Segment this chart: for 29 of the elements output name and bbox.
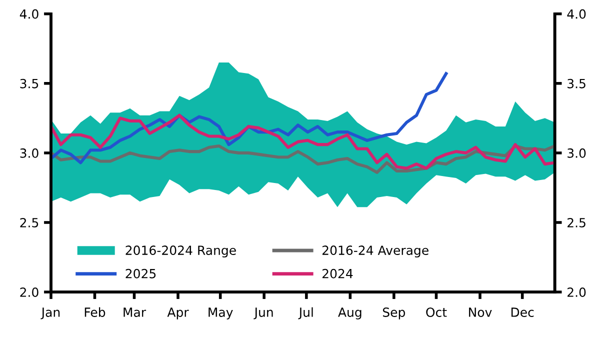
y-tick-label: 3.0 bbox=[20, 148, 38, 158]
y-tick-label: 3.5 bbox=[20, 78, 38, 88]
x-tick-label: Mar bbox=[124, 308, 146, 317]
y2-tick-label: 3.0 bbox=[568, 148, 586, 158]
y2-tick-label: 2.0 bbox=[568, 287, 586, 297]
x-tick-label: Oct bbox=[426, 308, 447, 317]
y2-tick-label: 3.5 bbox=[568, 78, 586, 88]
x-tick-label: Jan bbox=[40, 308, 60, 320]
x-tick-label: May bbox=[208, 308, 233, 320]
x-tick-label: Jul bbox=[298, 307, 313, 320]
y-tick-label: 4.0 bbox=[20, 9, 38, 19]
y2-tick-label: 4.0 bbox=[567, 9, 586, 19]
legend-label: 2024 bbox=[322, 268, 353, 278]
x-tick-label: Feb bbox=[84, 307, 106, 317]
y-tick-label: 2.0 bbox=[20, 287, 38, 297]
line-series bbox=[50, 114, 555, 170]
line-series bbox=[50, 144, 555, 174]
x-tick-label: Dec bbox=[511, 308, 534, 317]
line-series bbox=[50, 72, 448, 164]
legend-label: 2016-2024 Range bbox=[126, 246, 236, 258]
y2-tick-label: 2.5 bbox=[568, 218, 586, 228]
x-tick-label: Sep bbox=[382, 308, 406, 320]
x-tick-label: Nov bbox=[469, 308, 492, 317]
x-tick-label: Aug bbox=[338, 308, 362, 320]
legend-label: 2025 bbox=[126, 268, 156, 278]
x-tick-label: Jun bbox=[254, 308, 273, 320]
legend-label: 2016-24 Average bbox=[322, 246, 428, 258]
y-tick-label: 2.5 bbox=[20, 218, 38, 228]
x-tick-label: Apr bbox=[167, 308, 189, 320]
